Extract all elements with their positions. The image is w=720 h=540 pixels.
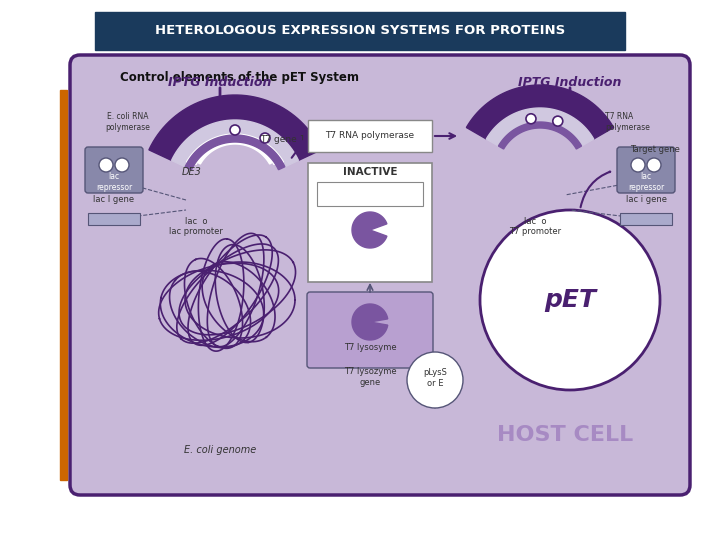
Text: pLysS
or E: pLysS or E bbox=[423, 368, 447, 388]
Text: T7 promoter: T7 promoter bbox=[509, 227, 561, 237]
Text: IPTG Induction: IPTG Induction bbox=[518, 76, 621, 89]
Text: T7 lysosyme: T7 lysosyme bbox=[343, 343, 396, 353]
FancyBboxPatch shape bbox=[95, 12, 625, 50]
FancyBboxPatch shape bbox=[70, 55, 690, 495]
Polygon shape bbox=[352, 212, 387, 248]
Circle shape bbox=[260, 133, 270, 143]
Circle shape bbox=[99, 158, 113, 172]
Text: HOST CELL: HOST CELL bbox=[497, 425, 633, 445]
Polygon shape bbox=[185, 135, 285, 170]
Text: T7 RNA
polymerase: T7 RNA polymerase bbox=[605, 112, 650, 132]
Circle shape bbox=[526, 114, 536, 124]
Text: T7 lysozyme
gene: T7 lysozyme gene bbox=[343, 367, 396, 387]
Circle shape bbox=[553, 116, 563, 126]
FancyBboxPatch shape bbox=[60, 90, 67, 480]
FancyBboxPatch shape bbox=[308, 120, 432, 152]
Text: Control elements of the pET System: Control elements of the pET System bbox=[120, 71, 359, 84]
Circle shape bbox=[647, 158, 661, 172]
Text: lac
repressor: lac repressor bbox=[96, 172, 132, 192]
Circle shape bbox=[407, 352, 463, 408]
Text: lac
repressor: lac repressor bbox=[628, 172, 664, 192]
Text: lac  o: lac o bbox=[185, 218, 207, 226]
Polygon shape bbox=[191, 136, 279, 165]
Text: lac i gene: lac i gene bbox=[626, 195, 667, 205]
Polygon shape bbox=[486, 108, 594, 146]
Circle shape bbox=[480, 210, 660, 390]
Circle shape bbox=[230, 125, 240, 135]
Polygon shape bbox=[195, 138, 275, 164]
FancyBboxPatch shape bbox=[620, 213, 672, 225]
Text: lac I gene: lac I gene bbox=[94, 195, 135, 205]
FancyBboxPatch shape bbox=[617, 147, 675, 193]
FancyBboxPatch shape bbox=[88, 213, 140, 225]
FancyBboxPatch shape bbox=[317, 182, 423, 206]
Text: lac  o: lac o bbox=[523, 218, 546, 226]
Text: Target gene: Target gene bbox=[630, 145, 680, 154]
FancyArrowPatch shape bbox=[580, 172, 610, 207]
Text: INACTIVE: INACTIVE bbox=[343, 167, 397, 177]
Text: DE3: DE3 bbox=[182, 167, 202, 177]
Polygon shape bbox=[352, 304, 388, 340]
Polygon shape bbox=[467, 85, 613, 139]
Circle shape bbox=[115, 158, 129, 172]
Polygon shape bbox=[186, 134, 284, 165]
Text: IPTG Induction: IPTG Induction bbox=[168, 76, 271, 89]
Polygon shape bbox=[498, 122, 582, 149]
FancyBboxPatch shape bbox=[85, 147, 143, 193]
Text: pET: pET bbox=[544, 288, 596, 312]
Polygon shape bbox=[171, 120, 299, 167]
Circle shape bbox=[631, 158, 645, 172]
Text: lac promoter: lac promoter bbox=[169, 227, 223, 237]
FancyBboxPatch shape bbox=[307, 292, 433, 368]
Text: T7 gene 1: T7 gene 1 bbox=[260, 136, 305, 145]
Polygon shape bbox=[149, 95, 321, 160]
Text: HETEROLOGOUS EXPRESSION SYSTEMS FOR PROTEINS: HETEROLOGOUS EXPRESSION SYSTEMS FOR PROT… bbox=[155, 24, 565, 37]
Text: T7 RNA polymerase: T7 RNA polymerase bbox=[325, 132, 415, 140]
Text: E. coli genome: E. coli genome bbox=[184, 445, 256, 455]
FancyBboxPatch shape bbox=[308, 163, 432, 282]
Text: E. coli RNA
polymerase: E. coli RNA polymerase bbox=[106, 112, 150, 132]
